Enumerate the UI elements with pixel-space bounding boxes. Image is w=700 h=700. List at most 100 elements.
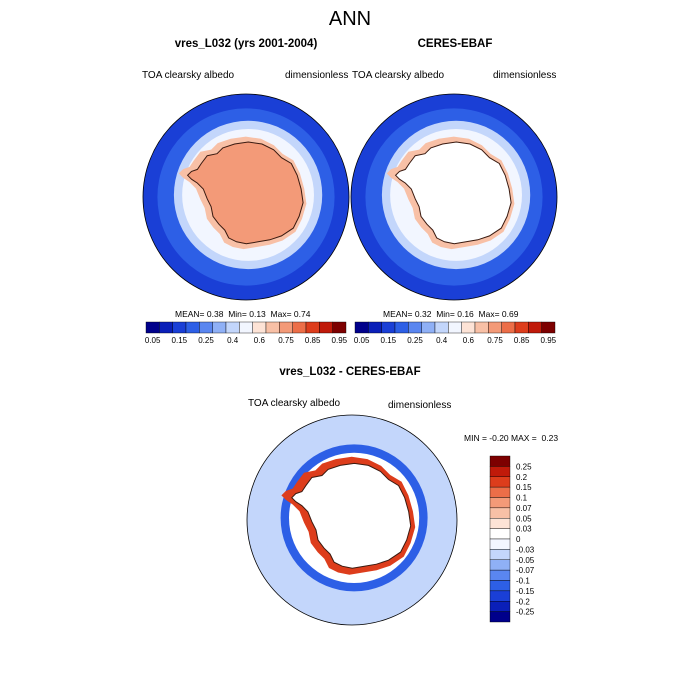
colorbar-swatch (489, 601, 511, 612)
colorbar-tick-label: 0.4 (227, 336, 239, 345)
panel1-antarctica (186, 141, 304, 245)
colorbar-swatch (421, 321, 436, 334)
panel2-left-label: TOA clearsky albedo (352, 70, 445, 81)
colorbar-tick-label: 0.4 (436, 336, 448, 345)
panel1-max-value: 0.74 (293, 309, 311, 319)
colorbar-tick-label: 0.25 (516, 462, 532, 471)
panel3-border (246, 414, 458, 626)
colorbar-tick-label: 0.15 (172, 336, 188, 345)
panel2-mean-label: MEAN= (383, 309, 413, 319)
colorbar-tick-label: 0.25 (407, 336, 423, 345)
panel2-map (350, 93, 558, 301)
panel2-mean-value: 0.32 (414, 309, 432, 319)
panel1-map (142, 93, 350, 301)
colorbar-swatch (145, 321, 160, 334)
panel3-max-label: MAX = (511, 433, 537, 443)
colorbar-tick-label: 0.1 (516, 494, 528, 503)
colorbar-swatch (489, 476, 511, 488)
colorbar-swatch (319, 321, 333, 334)
colorbar-tick-label: 0.75 (487, 336, 503, 345)
colorbar-tick-label: 0.6 (254, 336, 266, 345)
panel3-left-label: TOA clearsky albedo (248, 398, 341, 409)
colorbar-tick-label: 0 (516, 535, 521, 544)
colorbar-swatch (489, 455, 511, 467)
colorbar-tick-label: -0.25 (516, 608, 535, 617)
panel3-right-label: dimensionless (388, 400, 452, 411)
colorbar-swatch (474, 321, 489, 334)
colorbar-swatch (489, 466, 511, 477)
colorbar-swatch (199, 321, 213, 334)
colorbar-swatch (489, 559, 511, 571)
colorbar-swatch (185, 321, 200, 334)
colorbar-swatch (514, 321, 529, 334)
colorbar-tick-label: 0.75 (278, 336, 294, 345)
colorbar-swatch (354, 321, 369, 334)
colorbar-swatch (489, 486, 511, 498)
colorbar-tick-label: 0.03 (516, 525, 532, 534)
colorbar-swatch (489, 538, 511, 550)
panel2-min-value: 0.16 (457, 309, 474, 319)
colorbar-tick-label: 0.2 (516, 473, 528, 482)
colorbar-swatch (501, 321, 516, 334)
panel1-min-value: 0.13 (249, 309, 266, 319)
colorbar-swatch (489, 518, 511, 529)
colorbar-swatch (225, 321, 240, 334)
colorbar-tick-label: -0.15 (516, 587, 535, 596)
colorbar-swatch (489, 590, 511, 602)
colorbar-swatch (408, 321, 422, 334)
colorbar-tick-label: 0.15 (381, 336, 397, 345)
colorbar-swatch (239, 321, 253, 334)
colorbar-swatch (489, 528, 511, 540)
colorbar-swatch (305, 321, 320, 334)
panel1-stats: MEAN= 0.38 Min= 0.13 Max= 0.74 (175, 309, 310, 319)
colorbar-swatch (368, 321, 382, 334)
colorbar-tick-label: 0.6 (463, 336, 475, 345)
panel2-colorbar: 0.05 0.15 0.25 0.4 0.6 0.75 0.85 0.95 (354, 321, 557, 345)
panel1-mean-label: MEAN= (175, 309, 205, 319)
panel2-border (350, 93, 558, 301)
colorbar-tick-label: 0.95 (541, 336, 557, 345)
panel3-min-value: -0.20 (489, 433, 509, 443)
panel1-min-label: Min= (228, 309, 247, 319)
colorbar-swatch (172, 321, 187, 334)
panel1-mean-value: 0.38 (206, 309, 224, 319)
colorbar-tick-label: 0.07 (516, 504, 532, 513)
panel3-min-label: MIN = (464, 433, 487, 443)
colorbar-tick-label: -0.2 (516, 597, 530, 606)
colorbar-swatch (265, 321, 280, 334)
panel2-stats: MEAN= 0.32 Min= 0.16 Max= 0.69 (383, 309, 518, 319)
colorbar-swatch (292, 321, 307, 334)
colorbar-swatch (212, 321, 227, 334)
colorbar-tick-label: -0.03 (516, 545, 535, 554)
panel2-min-label: Min= (436, 309, 455, 319)
panel3-stats: MIN = -0.20 MAX = 0.23 (464, 433, 558, 443)
colorbar-swatch (394, 321, 409, 334)
colorbar-swatch (489, 580, 511, 592)
panel3-max-value: 0.23 (541, 433, 559, 443)
colorbar-tick-label: 0.15 (516, 483, 532, 492)
panel3-antarctica (291, 462, 412, 569)
panel2-max-value: 0.69 (501, 309, 519, 319)
panel1-colorbar: 0.05 0.15 0.25 0.4 0.6 0.75 0.85 0.95 (145, 321, 348, 345)
panel2-max-label: Max= (478, 309, 500, 319)
colorbar-tick-label: 0.05 (145, 336, 161, 345)
colorbar-tick-label: -0.07 (516, 566, 535, 575)
colorbar-swatch (489, 497, 511, 509)
panel1-border (142, 93, 350, 301)
colorbar-tick-label: 0.95 (332, 336, 348, 345)
colorbar-tick-label: -0.05 (516, 556, 535, 565)
colorbar-swatch (381, 321, 396, 334)
panel1-left-label: TOA clearsky albedo (142, 70, 235, 81)
colorbar-swatch (489, 507, 511, 519)
colorbar-tick-label: 0.25 (198, 336, 214, 345)
colorbar-swatch (461, 321, 476, 334)
panel3-map (246, 414, 458, 626)
colorbar-swatch (279, 321, 293, 334)
panel2-right-label: dimensionless (493, 70, 557, 81)
colorbar-swatch (489, 569, 511, 581)
panel2-title: CERES-EBAF (417, 38, 493, 50)
main-title: ANN (328, 8, 372, 30)
colorbar-swatch (488, 321, 502, 334)
panel1-right-label: dimensionless (285, 70, 349, 81)
colorbar-swatch (434, 321, 449, 334)
